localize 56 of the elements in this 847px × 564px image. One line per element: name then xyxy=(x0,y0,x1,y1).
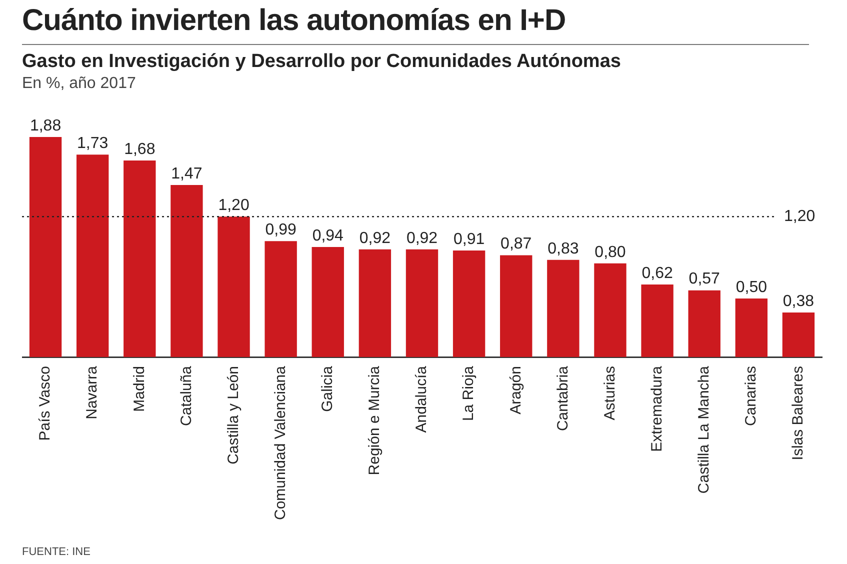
bar xyxy=(735,298,768,358)
bar xyxy=(500,255,532,358)
bar xyxy=(594,263,626,358)
bar xyxy=(312,247,344,358)
x-tick-label: Islas Baleares xyxy=(790,366,807,460)
x-tick-label: Canarias xyxy=(742,366,760,426)
x-tick-label: País Vasco xyxy=(36,366,54,441)
chart-title: Cuánto invierten las autonomías en I+D xyxy=(22,4,567,38)
bar xyxy=(358,249,392,358)
bar xyxy=(406,249,438,358)
data-label: 0,87 xyxy=(500,236,532,253)
data-label: 1,68 xyxy=(124,140,156,158)
x-tick-label: Cataluña xyxy=(178,365,195,426)
x-tick-label: Navarra xyxy=(84,365,101,420)
bar xyxy=(124,160,156,358)
x-tick-label: Castilla La Mancha xyxy=(695,365,712,494)
data-label: 1,47 xyxy=(171,165,202,182)
data-label: 0,62 xyxy=(642,264,673,282)
data-label: 0,50 xyxy=(736,278,768,296)
data-label: 0,80 xyxy=(594,244,626,261)
x-tick-label: Región e Murcia xyxy=(366,365,384,476)
x-tick-label: Madrid xyxy=(130,366,148,412)
data-label: 0,92 xyxy=(359,230,391,247)
data-label: 0,83 xyxy=(548,240,579,258)
data-label: 0,92 xyxy=(406,230,438,247)
bar xyxy=(782,312,815,358)
data-label: 0,91 xyxy=(453,230,485,248)
x-tick-label: Extremadura xyxy=(648,365,666,452)
ref-line-label: 1,20 xyxy=(784,208,816,226)
x-tick-label: Galicia xyxy=(319,365,336,412)
data-label: 1,20 xyxy=(218,197,250,214)
x-tick-label: Aragón xyxy=(507,366,524,414)
data-label: 0,99 xyxy=(265,222,296,239)
bar xyxy=(29,137,62,358)
text: En %, año 2017 xyxy=(22,75,137,93)
bar xyxy=(170,185,203,358)
x-tick-label: Cantabria xyxy=(554,365,572,432)
bar xyxy=(76,154,109,358)
x-tick-label: Andalucía xyxy=(413,365,430,433)
source-note: FUENTE: INE xyxy=(22,546,90,558)
bar xyxy=(641,284,674,358)
x-tick-label: Castilla y León xyxy=(224,366,242,464)
bar xyxy=(452,250,486,358)
data-label: 0,38 xyxy=(782,292,814,310)
data-label: 1,88 xyxy=(30,117,62,134)
x-tick-label: La Rioja xyxy=(460,365,478,422)
data-label: 1,73 xyxy=(77,134,108,152)
chart-subtitle: Gasto en Investigación y Desarrollo por Comunidades Autónomas xyxy=(22,51,622,73)
x-tick-label: Asturias xyxy=(601,366,618,420)
bar xyxy=(264,241,297,358)
bar xyxy=(218,216,250,358)
data-label: 0,57 xyxy=(688,270,720,288)
data-label: 0,94 xyxy=(312,227,344,244)
x-tick-label: Comunidad Valenciana xyxy=(272,365,289,520)
bar xyxy=(688,290,720,358)
bar xyxy=(547,260,580,358)
